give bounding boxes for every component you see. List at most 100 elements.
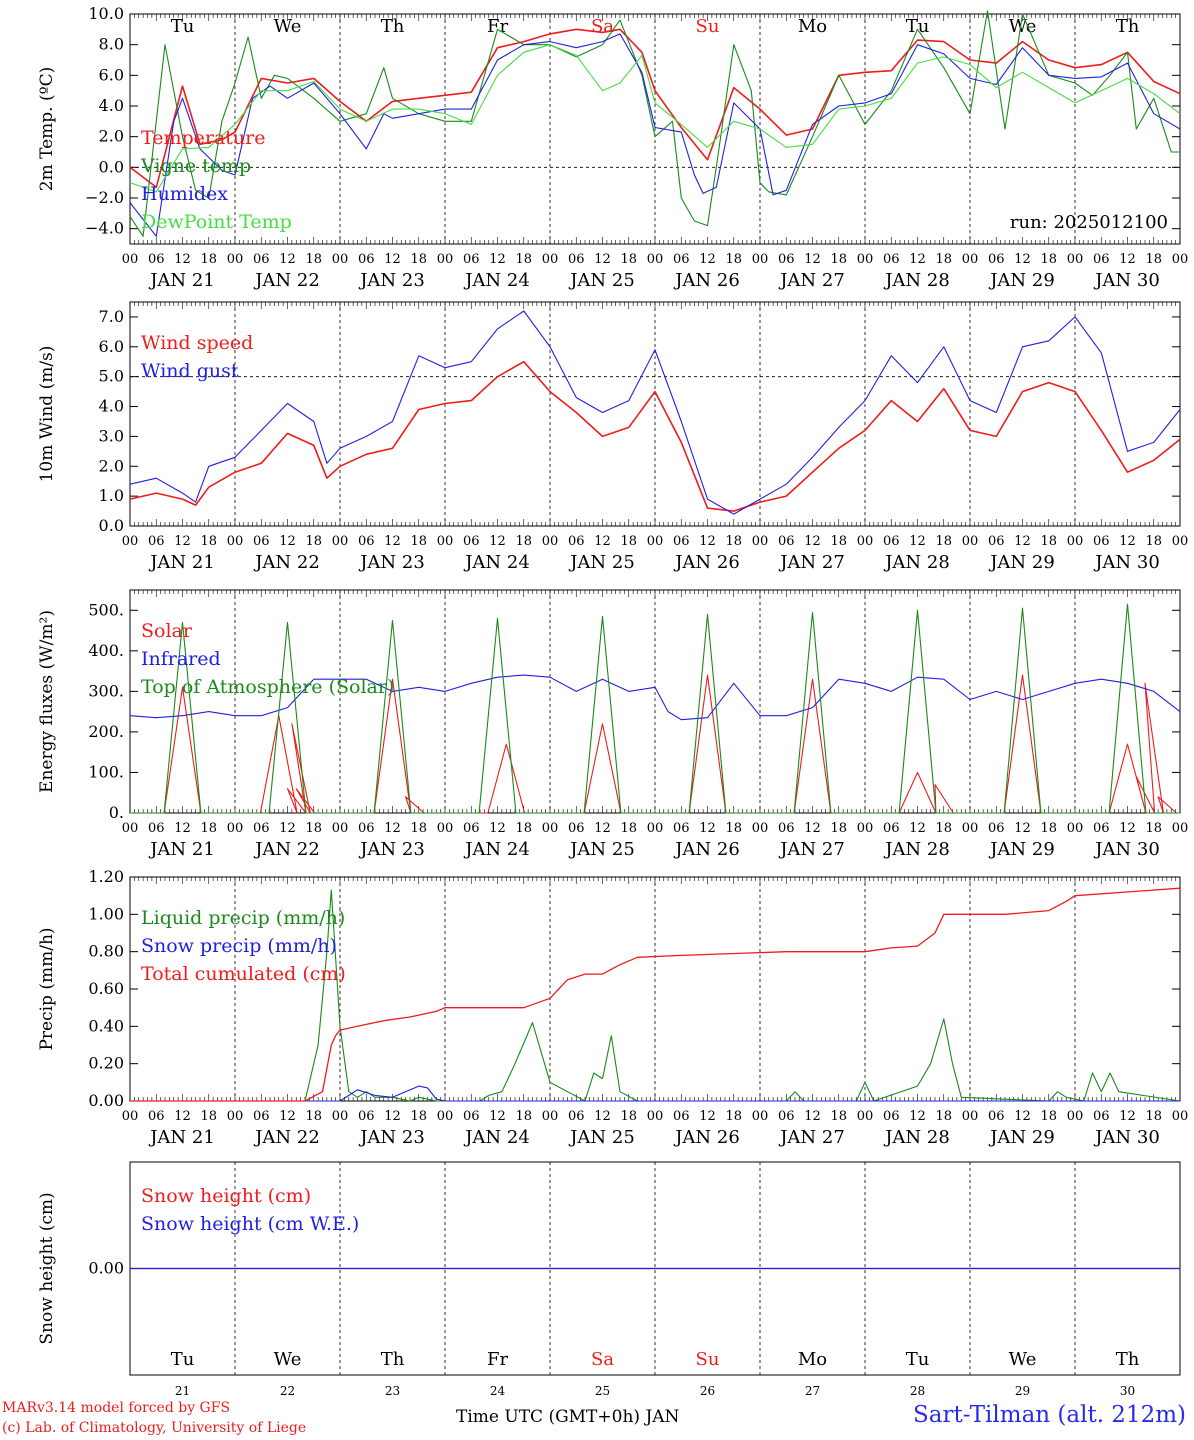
date-tick-label: JAN 29 (988, 270, 1055, 291)
hour-tick-label: 18 (200, 534, 217, 549)
hour-tick-label: 12 (279, 252, 296, 267)
hour-tick-label: 18 (410, 1109, 427, 1124)
date-tick-label: JAN 24 (463, 1127, 530, 1148)
hour-tick-label: 18 (515, 821, 532, 836)
date-tick-label: JAN 25 (568, 552, 635, 573)
hour-tick-label: 12 (174, 821, 191, 836)
hour-tick-label: 18 (305, 1109, 322, 1124)
hour-tick-label: 06 (778, 821, 795, 836)
hour-tick-label: 12 (909, 252, 926, 267)
legend-entry: Humidex (141, 183, 228, 205)
y-tick-label: 3.0 (99, 426, 124, 445)
date-tick-label: JAN 26 (673, 1127, 740, 1148)
hour-tick-label: 12 (174, 1109, 191, 1124)
day-number-label: 23 (385, 1384, 400, 1398)
hour-tick-label: 00 (1067, 534, 1084, 549)
hour-tick-label: 00 (122, 821, 139, 836)
y-tick-label: 0.80 (88, 942, 124, 961)
y-tick-label: 4.0 (99, 397, 124, 416)
weekday-label: Th (381, 1349, 405, 1370)
hour-tick-label: 00 (752, 534, 769, 549)
y-axis-label: Snow height (cm) (37, 1192, 57, 1344)
hour-tick-label: 00 (1172, 1109, 1189, 1124)
hour-tick-label: 12 (489, 1109, 506, 1124)
series-line-humidex (129, 33, 1181, 237)
y-tick-label: 6.0 (99, 337, 124, 356)
y-tick-label: 0. (109, 803, 124, 822)
hour-tick-label: 00 (332, 534, 349, 549)
series-line-liquid-precip-mm-h- (130, 889, 1181, 1102)
date-tick-label: JAN 25 (568, 839, 635, 860)
hour-tick-label: 12 (594, 534, 611, 549)
date-tick-label: JAN 27 (778, 270, 845, 291)
y-tick-label: 0.0 (99, 157, 124, 176)
hour-tick-label: 06 (358, 534, 375, 549)
hour-tick-label: 06 (778, 1109, 795, 1124)
hour-tick-label: 12 (804, 534, 821, 549)
hour-tick-label: 12 (384, 1109, 401, 1124)
weekday-label: Th (1116, 16, 1140, 37)
hour-tick-label: 18 (1145, 1109, 1162, 1124)
legend-entry: Liquid precip (mm/h) (141, 907, 345, 929)
date-tick-label: JAN 27 (778, 1127, 845, 1148)
date-tick-label: JAN 24 (463, 839, 530, 860)
legend-entry: Temperature (141, 127, 265, 149)
date-tick-label: JAN 29 (988, 552, 1055, 573)
hour-tick-label: 18 (1040, 534, 1057, 549)
hour-tick-label: 12 (594, 821, 611, 836)
hour-tick-label: 06 (988, 821, 1005, 836)
hour-tick-label: 00 (857, 1109, 874, 1124)
weekday-label: Mo (798, 16, 827, 37)
hour-tick-label: 00 (1067, 1109, 1084, 1124)
hour-tick-label: 06 (988, 252, 1005, 267)
y-axis-label: Precip (mm/h) (37, 927, 57, 1050)
series-line-infrared (129, 674, 1181, 721)
hour-tick-label: 18 (1040, 821, 1057, 836)
hour-tick-label: 12 (1014, 1109, 1031, 1124)
hour-tick-label: 00 (542, 1109, 559, 1124)
legend-entry: DewPoint Temp (141, 211, 292, 233)
hour-tick-label: 00 (332, 821, 349, 836)
weekday-label: Fr (487, 1349, 508, 1370)
hour-tick-label: 06 (463, 534, 480, 549)
weekday-label: Th (1116, 1349, 1140, 1370)
hour-tick-label: 00 (962, 821, 979, 836)
hour-tick-label: 00 (857, 252, 874, 267)
hour-tick-label: 12 (1119, 252, 1136, 267)
y-tick-label: 0.60 (88, 979, 124, 998)
hour-tick-label: 18 (935, 534, 952, 549)
hour-tick-label: 06 (1093, 534, 1110, 549)
hour-tick-label: 18 (1145, 821, 1162, 836)
hour-tick-label: 00 (332, 252, 349, 267)
y-tick-label: 2.0 (99, 456, 124, 475)
station-name: Sart-Tilman (alt. 212m) (913, 1402, 1186, 1428)
hour-tick-label: 00 (227, 252, 244, 267)
hour-tick-label: 06 (463, 1109, 480, 1124)
y-tick-label: 0.00 (88, 1091, 124, 1110)
hour-tick-label: 06 (883, 1109, 900, 1124)
hour-tick-label: 18 (305, 534, 322, 549)
hour-tick-label: 06 (988, 534, 1005, 549)
hour-tick-label: 00 (962, 534, 979, 549)
weekday-label: Tu (906, 1349, 930, 1370)
time-axis-label: Time UTC (GMT+0h) JAN (456, 1407, 680, 1427)
hour-tick-label: 12 (804, 252, 821, 267)
weekday-label: Mo (798, 1349, 827, 1370)
hour-tick-label: 12 (699, 1109, 716, 1124)
hour-tick-label: 18 (1145, 252, 1162, 267)
hour-tick-label: 06 (673, 1109, 690, 1124)
hour-tick-label: 18 (725, 252, 742, 267)
y-tick-label: −2.0 (85, 188, 124, 207)
hour-tick-label: 00 (857, 821, 874, 836)
weekday-label: Th (381, 16, 405, 37)
hour-tick-label: 18 (725, 821, 742, 836)
hour-tick-label: 00 (227, 821, 244, 836)
date-tick-label: JAN 22 (253, 270, 320, 291)
date-tick-label: JAN 28 (883, 270, 950, 291)
hour-tick-label: 06 (778, 252, 795, 267)
hour-tick-label: 18 (830, 821, 847, 836)
date-tick-label: JAN 30 (1093, 1127, 1160, 1148)
hour-tick-label: 12 (1119, 821, 1136, 836)
date-tick-label: JAN 24 (463, 552, 530, 573)
series-line-snow-precip-mm-h- (130, 1085, 1180, 1102)
